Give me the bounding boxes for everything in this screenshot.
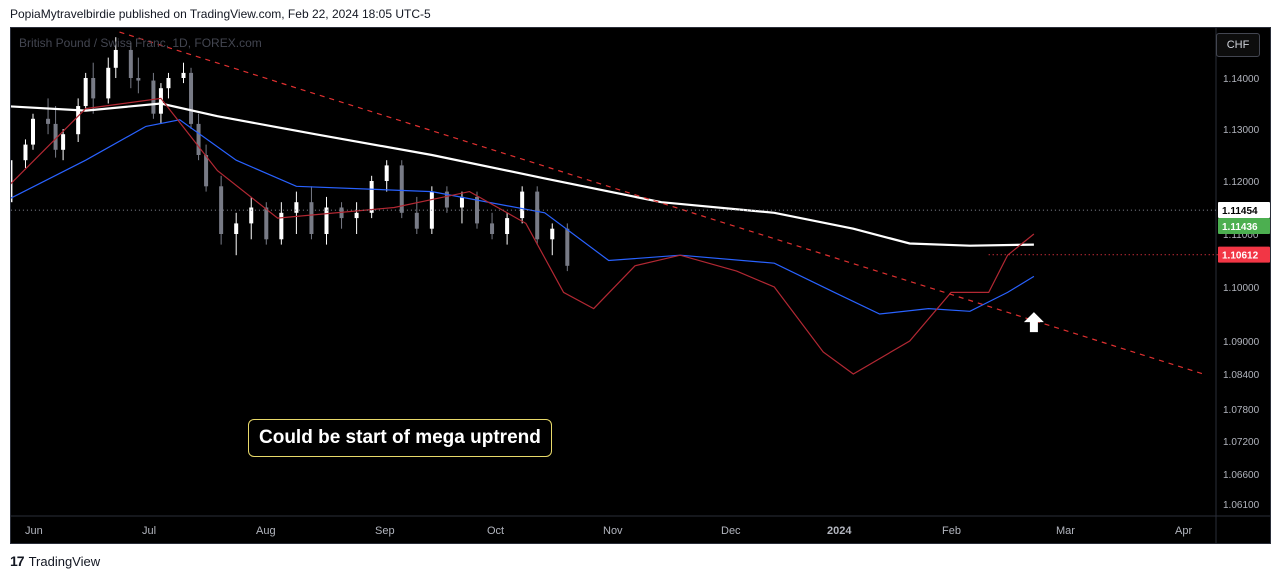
candle-body [181,72,186,78]
footer-brand[interactable]: 17 TradingView [10,553,100,569]
candle-body [459,196,464,208]
candle-body [91,78,96,99]
candle-body [414,212,419,229]
candle-body [520,191,525,219]
candle-body [204,155,209,187]
candle-body [53,123,58,150]
series-line-1 [11,102,1034,247]
price-tick-label: 1.10000 [1223,283,1260,294]
price-tick-label: 1.06600 [1223,470,1260,481]
price-tick-label: 1.08400 [1223,370,1260,381]
candle-body [369,181,374,213]
candle-body [31,118,35,145]
series-line-2 [11,119,1035,315]
candle-body [83,78,88,107]
price-badge-moving-average: 1.11436 [1218,217,1270,234]
candle-body [106,67,111,99]
candle-body [565,228,570,266]
candle-body [166,78,171,89]
publisher-line: PopiaMytravelbirdie published on Trading… [10,7,431,21]
time-tick-label: Dec [721,525,741,537]
time-tick-label: Apr [1175,525,1192,537]
candle-body [354,212,359,219]
candles-group [11,37,570,272]
price-tick-label: 1.13000 [1223,125,1260,136]
time-tick-label: Oct [487,525,504,537]
price-tick-label: 1.07800 [1223,405,1260,416]
candle-body [384,165,389,181]
candle-body [196,123,201,155]
candle-body [76,106,81,135]
candle-body [234,223,239,234]
time-tick-label: Aug [256,525,276,537]
price-tick-label: 1.14000 [1223,74,1260,85]
candle-body [324,207,329,234]
price-tick-label: 1.11000 [1223,230,1259,241]
time-tick-label: Feb [942,525,961,537]
candle-body [294,202,299,213]
candle-body [46,118,51,124]
candle-body [505,218,510,234]
series-line-3 [11,97,1035,375]
candle-body [475,196,480,224]
time-tick-label: Nov [603,525,623,537]
price-badge-text: 1.11436 [1222,222,1258,233]
price-tick-label: 1.09000 [1223,337,1260,348]
candle-body [11,160,13,203]
price-badge-text: 1.11454 [1222,206,1258,217]
candle-body [151,80,156,114]
candle-body [535,191,540,240]
price-tick-label: 1.06100 [1223,500,1260,511]
price-badge-bg [1218,217,1270,234]
currency-selector-button[interactable]: CHF [1216,33,1260,57]
chart-frame[interactable]: 1.14000 1.13000 1.12000 1.11000 1.10000 1.090… [10,27,1271,544]
price-badge-last-close: 1.11454 [1218,201,1270,218]
footer-brand-name: TradingView [28,553,101,569]
annotation-callout[interactable]: Could be start of mega uptrend [248,419,552,457]
symbol-title: British Pound / Swiss Franc, 1D, FOREX.c… [19,36,262,50]
candle-body [23,144,28,161]
price-badge-bg [1218,246,1270,263]
candle-body [113,49,118,68]
price-tick-label: 1.12000 [1223,177,1260,188]
price-badge-text: 1.10612 [1222,251,1259,262]
candle-body [249,207,254,224]
price-tick-label: 1.07200 [1223,437,1260,448]
time-tick-label: Mar [1056,525,1075,537]
candle-body [158,88,163,114]
price-chart-svg[interactable]: 1.14000 1.13000 1.12000 1.11000 1.10000 1.090… [11,28,1271,544]
candle-body [136,78,141,81]
candle-body [189,72,194,124]
candle-body [128,49,133,78]
tradingview-logo-icon: 17 [10,553,25,569]
candle-body [219,186,224,234]
candle-body [264,207,269,240]
candle-body [61,134,66,150]
candle-body [399,165,404,213]
price-badge-horizontal-level: 1.10612 [1218,246,1270,263]
price-badge-bg [1218,201,1270,218]
time-tick-label: 2024 [827,525,852,537]
candle-body [279,212,284,240]
candle-body [309,202,314,234]
time-tick-label: Sep [375,525,395,537]
candle-body [550,228,555,240]
time-tick-label: Jun [25,525,43,537]
candle-body [444,191,449,208]
candle-body [490,223,495,234]
time-tick-label: Jul [142,525,156,537]
up-arrow-icon [1023,312,1044,333]
